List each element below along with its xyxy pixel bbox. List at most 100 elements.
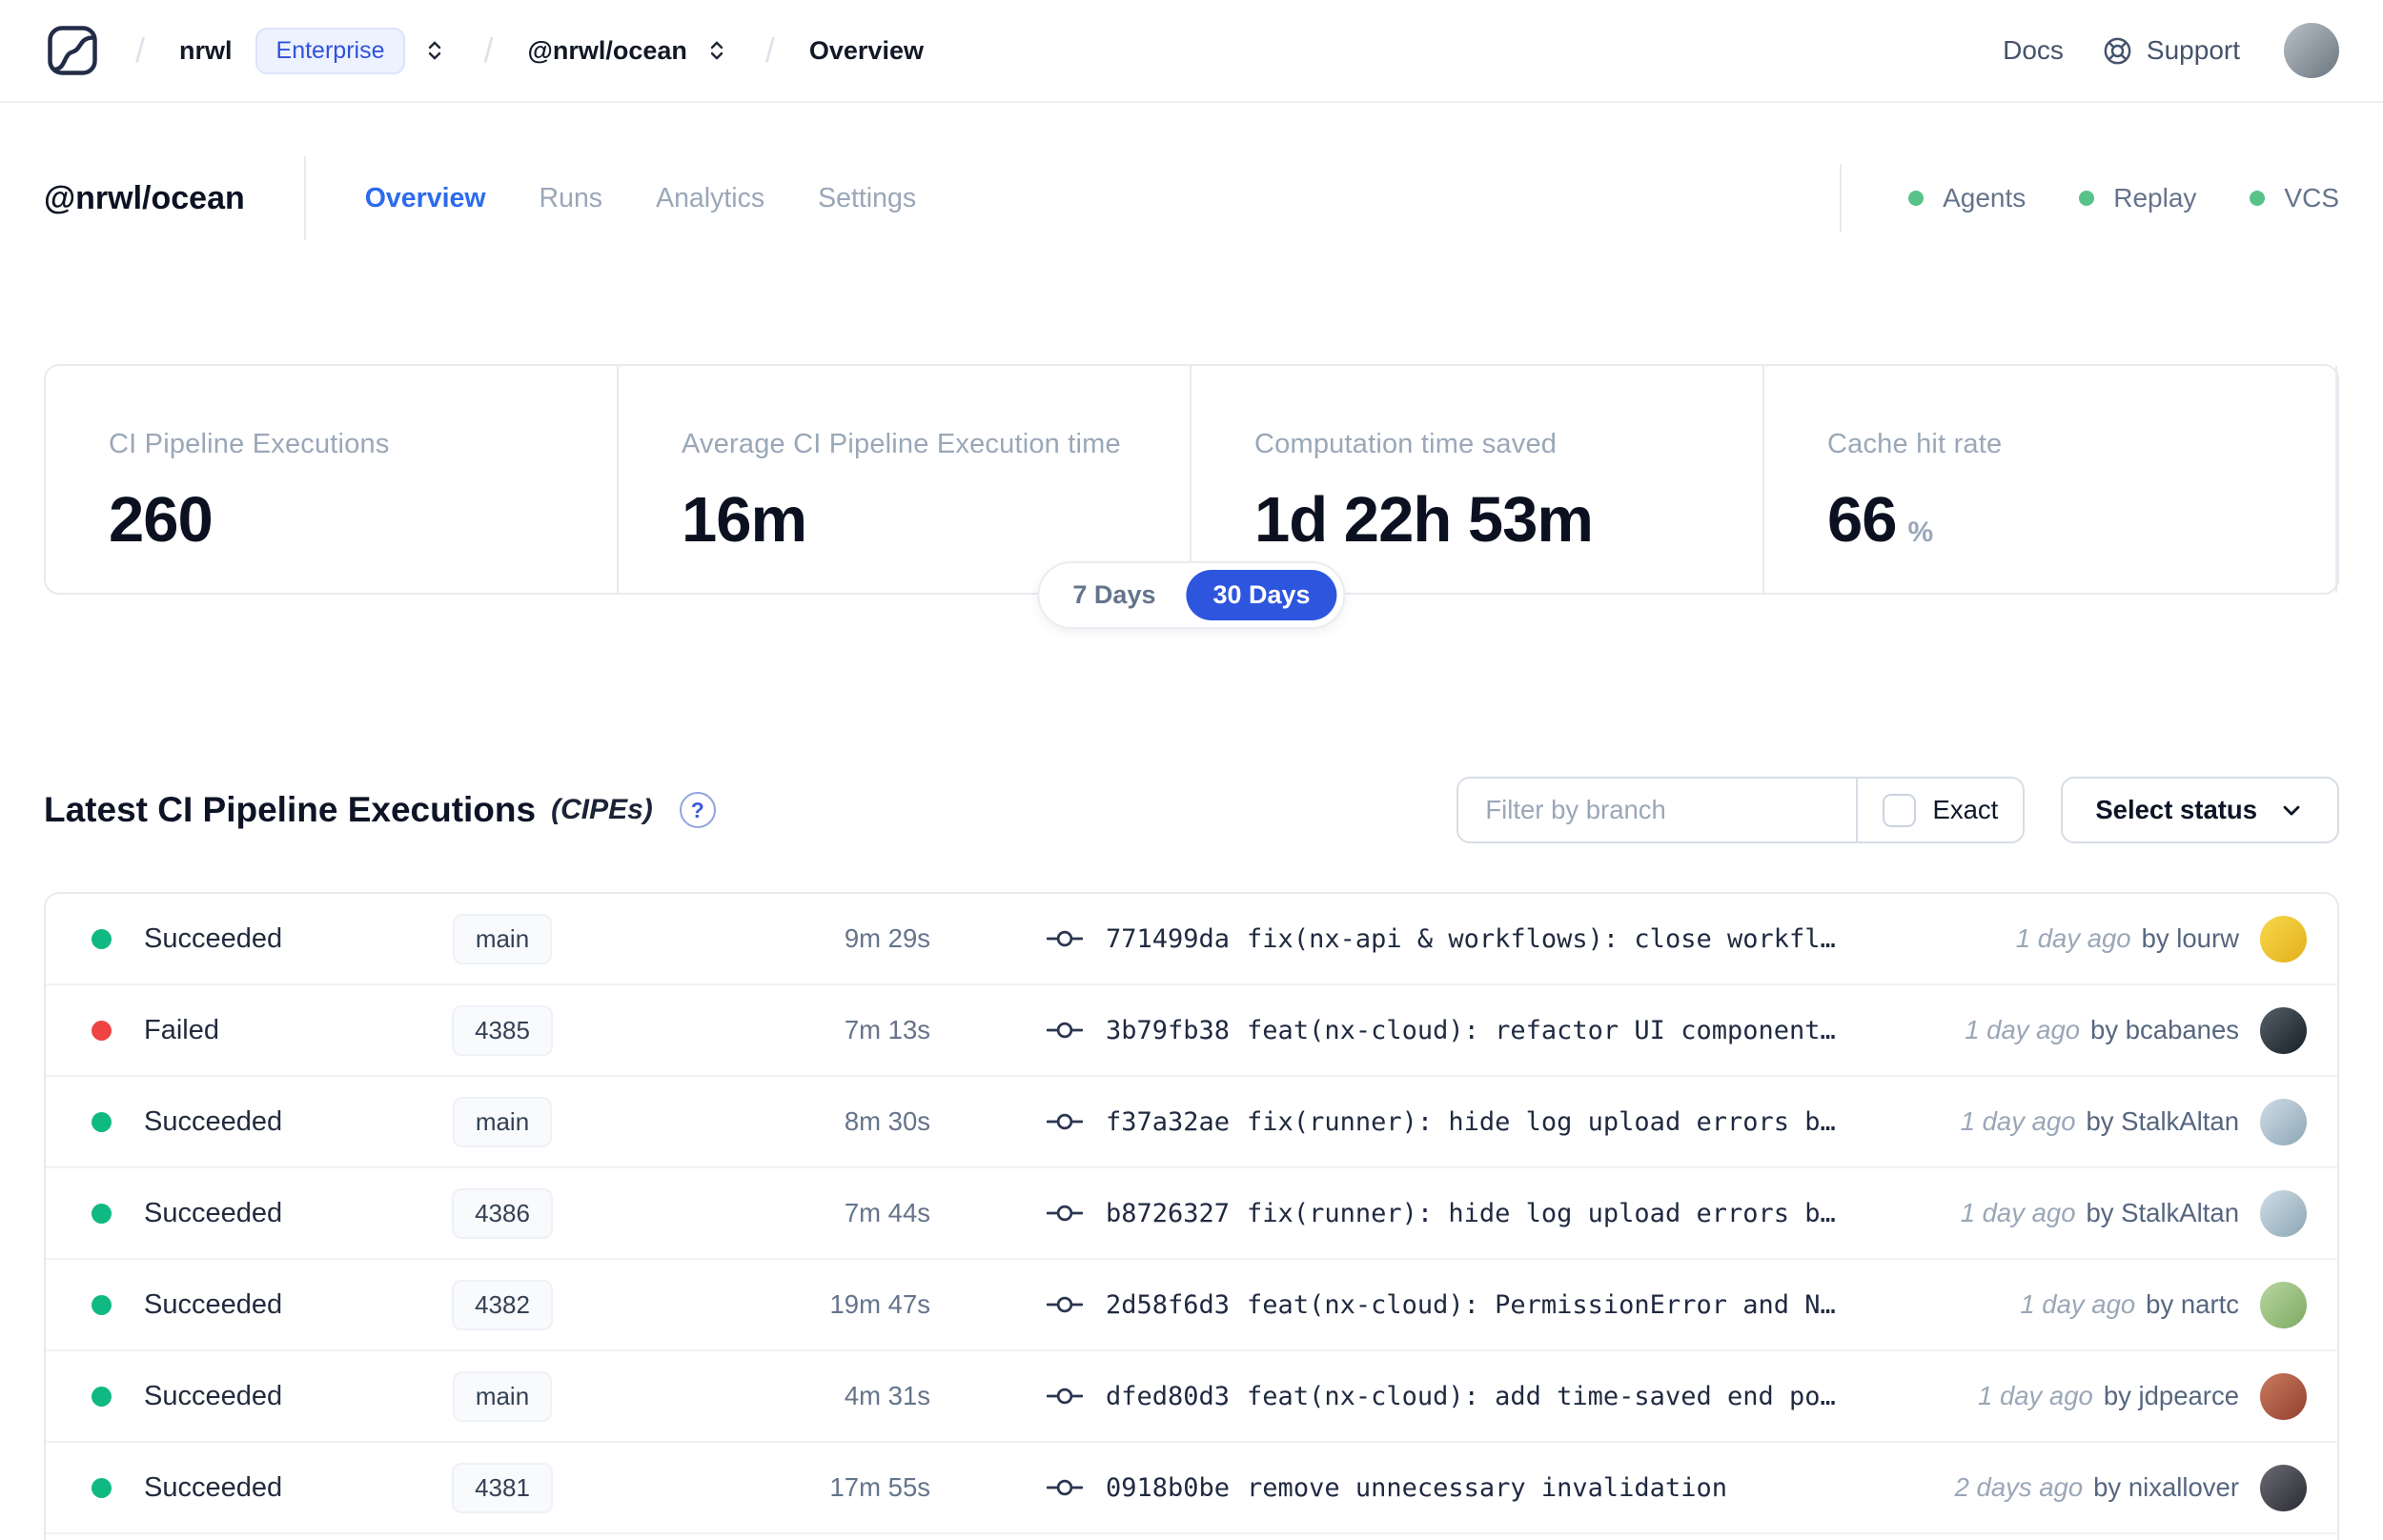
branch-chip: 4382 bbox=[452, 1279, 553, 1330]
tab-settings[interactable]: Settings bbox=[818, 182, 917, 213]
user-avatar[interactable] bbox=[2284, 23, 2339, 78]
commit-hash: 771499da bbox=[1106, 923, 1231, 954]
status-dot bbox=[92, 1294, 112, 1315]
workspace-bar: @nrwl/ocean Overview Runs Analytics Sett… bbox=[0, 154, 2383, 242]
avatar bbox=[2260, 1372, 2307, 1420]
support-link[interactable]: Support bbox=[2146, 35, 2240, 65]
author-name: by nartc bbox=[2146, 1289, 2239, 1319]
stat-value: 16m bbox=[682, 484, 807, 556]
branch-chip: main bbox=[452, 913, 553, 964]
avatar bbox=[2260, 1189, 2307, 1237]
status-dot bbox=[92, 1111, 112, 1132]
breadcrumb-separator: / bbox=[135, 30, 146, 70]
lifebuoy-icon bbox=[2102, 35, 2133, 67]
branch-chip: main bbox=[452, 1096, 553, 1147]
tab-overview[interactable]: Overview bbox=[364, 182, 486, 213]
section-title: Latest CI Pipeline Executions bbox=[44, 790, 537, 829]
commit-message: feat(nx-cloud): PermissionError and N… bbox=[1247, 1289, 1836, 1320]
status-label: Succeeded bbox=[144, 1105, 283, 1137]
author-name: by lourw bbox=[2141, 923, 2239, 953]
table-row[interactable]: Succeeded 4382 19m 47s 2d58f6d3 feat(nx-c… bbox=[46, 1260, 2337, 1351]
breadcrumb-page: Overview bbox=[808, 35, 924, 65]
commit-hash: dfed80d3 bbox=[1106, 1381, 1231, 1411]
author-name: by nixallover bbox=[2093, 1472, 2239, 1502]
table-row[interactable]: Failed 4385 7m 13s 3b79fb38 feat(nx-cloud… bbox=[46, 985, 2337, 1077]
workspace-title: @nrwl/ocean bbox=[44, 179, 245, 216]
author-name: by bcabanes bbox=[2090, 1015, 2239, 1044]
branch-chip: 4385 bbox=[452, 1004, 553, 1056]
time-ago: 1 day ago bbox=[2015, 923, 2131, 953]
org-switcher-chevrons-icon[interactable] bbox=[420, 36, 449, 65]
commit-hash: 0918b0be bbox=[1106, 1472, 1231, 1503]
nx-cloud-logo-icon[interactable] bbox=[44, 22, 101, 79]
green-status-dot bbox=[1908, 191, 1925, 206]
exact-checkbox[interactable] bbox=[1882, 793, 1916, 827]
help-icon[interactable]: ? bbox=[679, 792, 716, 828]
feature-status-agents[interactable]: Agents bbox=[1908, 183, 2026, 213]
range-option-7-days[interactable]: 7 Days bbox=[1072, 580, 1156, 609]
status-dot bbox=[92, 928, 112, 949]
breadcrumb-workspace[interactable]: @nrwl/ocean bbox=[527, 35, 687, 65]
exact-label: Exact bbox=[1932, 795, 1999, 824]
commit-message: fix(nx-api & workflows): close workfl… bbox=[1247, 923, 1836, 954]
select-status-button[interactable]: Select status bbox=[2061, 777, 2339, 843]
cipes-section-header: Latest CI Pipeline Executions (CIPEs) ? … bbox=[44, 776, 2339, 844]
commit-message: fix(runner): hide log upload errors b… bbox=[1247, 1106, 1836, 1137]
commit-message: remove unnecessary invalidation bbox=[1247, 1472, 1727, 1503]
branch-filter-group: Exact bbox=[1456, 777, 2026, 843]
avatar bbox=[2260, 1098, 2307, 1145]
git-commit-icon bbox=[1047, 1022, 1083, 1039]
git-commit-icon bbox=[1047, 930, 1083, 947]
git-commit-icon bbox=[1047, 1113, 1083, 1130]
time-ago: 1 day ago bbox=[1960, 1106, 2076, 1136]
duration-text: 7m 44s bbox=[844, 1198, 930, 1227]
duration-text: 19m 47s bbox=[829, 1289, 930, 1319]
workspace-tabs: Overview Runs Analytics Settings bbox=[365, 183, 916, 214]
commit-hash: b8726327 bbox=[1106, 1198, 1231, 1228]
table-row[interactable]: Succeeded main 8m 30s f37a32ae fix(runner… bbox=[46, 1077, 2337, 1168]
time-ago: 2 days ago bbox=[1954, 1472, 2084, 1502]
time-ago: 1 day ago bbox=[1978, 1381, 2093, 1410]
range-option-30-days[interactable]: 30 Days bbox=[1186, 570, 1337, 620]
section-title-abbrev: (CIPEs) bbox=[551, 794, 653, 825]
branch-chip: 4386 bbox=[452, 1187, 553, 1239]
status-label: Failed bbox=[144, 1014, 219, 1045]
branch-filter-input[interactable] bbox=[1458, 779, 1856, 841]
avatar bbox=[2260, 1464, 2307, 1511]
commit-message: feat(nx-cloud): add time-saved end po… bbox=[1247, 1381, 1836, 1411]
status-dot bbox=[92, 1203, 112, 1224]
time-ago: 1 day ago bbox=[1965, 1015, 2081, 1044]
duration-text: 7m 13s bbox=[844, 1015, 930, 1044]
author-name: by StalkAltan bbox=[2086, 1198, 2239, 1227]
top-header: / nrwl Enterprise / @nrwl/ocean / Overvi… bbox=[0, 0, 2383, 103]
feature-status-replay[interactable]: Replay bbox=[2079, 183, 2196, 213]
percent-suffix: % bbox=[1907, 517, 1934, 548]
docs-link[interactable]: Docs bbox=[2003, 35, 2064, 65]
green-status-dot bbox=[2250, 191, 2266, 206]
status-label: Succeeded bbox=[144, 1288, 283, 1320]
breadcrumb-separator: / bbox=[764, 30, 775, 70]
stat-card-ci-pipeline-executions: CI Pipeline Executions 260 bbox=[46, 366, 619, 593]
table-row[interactable]: Succeeded 4381 17m 55s 0918b0be remove un… bbox=[46, 1443, 2337, 1534]
duration-text: 17m 55s bbox=[829, 1472, 930, 1502]
breadcrumb-org[interactable]: nrwl bbox=[179, 35, 233, 65]
tab-runs[interactable]: Runs bbox=[539, 182, 603, 213]
feature-status-vcs[interactable]: VCS bbox=[2250, 183, 2339, 213]
enterprise-badge[interactable]: Enterprise bbox=[255, 27, 406, 74]
green-status-dot bbox=[2079, 191, 2095, 206]
stat-card-average-execution-time: Average CI Pipeline Execution time 16m bbox=[619, 366, 1192, 593]
git-commit-icon bbox=[1047, 1205, 1083, 1222]
author-name: by StalkAltan bbox=[2086, 1106, 2239, 1136]
table-row[interactable]: Succeeded 4386 7m 44s b8726327 fix(runner… bbox=[46, 1168, 2337, 1260]
duration-text: 4m 31s bbox=[844, 1381, 930, 1410]
table-row[interactable]: Succeeded main 9m 29s 771499da fix(nx-api… bbox=[46, 894, 2337, 985]
status-label: Succeeded bbox=[144, 1197, 283, 1228]
divider bbox=[1840, 164, 1843, 233]
avatar bbox=[2260, 1006, 2307, 1054]
tab-analytics[interactable]: Analytics bbox=[656, 182, 765, 213]
git-commit-icon bbox=[1047, 1479, 1083, 1496]
date-range-toggle: 7 Days 30 Days bbox=[1037, 561, 1346, 629]
table-row[interactable]: Succeeded main 4m 31s dfed80d3 feat(nx-cl… bbox=[46, 1351, 2337, 1443]
stat-value: 260 bbox=[109, 484, 214, 556]
workspace-switcher-chevrons-icon[interactable] bbox=[703, 36, 731, 65]
